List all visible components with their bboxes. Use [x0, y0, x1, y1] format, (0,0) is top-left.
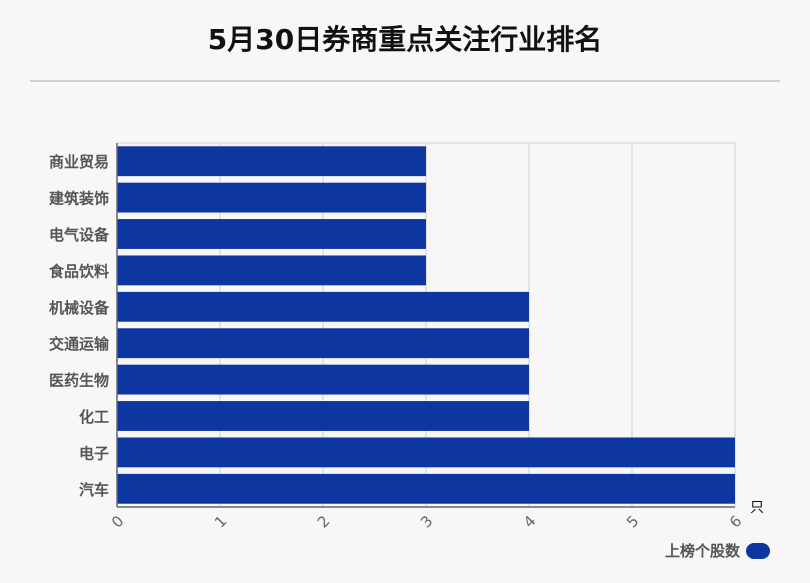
bar [117, 291, 529, 322]
category-label: 电气设备 [49, 226, 110, 244]
bar [117, 437, 735, 468]
x-tick-label: 5 [623, 512, 642, 531]
bar [117, 219, 426, 249]
category-label: 建筑装饰 [49, 190, 109, 208]
x-tick-label: 3 [417, 512, 436, 531]
bar [117, 473, 735, 504]
category-label: 汽车 [79, 481, 109, 499]
legend-label: 上榜个股数 [664, 542, 740, 560]
x-tick-label: 0 [108, 512, 127, 531]
x-tick-label: 4 [520, 512, 539, 531]
category-label: 电子 [79, 444, 109, 462]
bar [117, 146, 426, 177]
category-label: 医药生物 [49, 372, 109, 390]
title-divider [30, 80, 780, 82]
x-tick-label: 6 [726, 512, 745, 531]
category-label: 化工 [79, 408, 109, 426]
category-label: 商业贸易 [49, 153, 109, 171]
legend-swatch [746, 542, 770, 559]
category-label: 机械设备 [49, 299, 110, 317]
x-axis-unit: 只 [750, 500, 764, 516]
bar [117, 182, 426, 213]
x-tick-label: 2 [314, 512, 333, 531]
bar [117, 328, 529, 359]
bar [117, 401, 529, 431]
chart-title: 5月30日券商重点关注行业排名 [207, 23, 603, 56]
category-label: 食品饮料 [49, 262, 109, 280]
bar [117, 255, 426, 286]
legend[interactable]: 上榜个股数 [665, 540, 770, 561]
x-tick-label: 1 [211, 512, 230, 531]
bar [117, 364, 529, 395]
category-label: 交通运输 [49, 335, 110, 353]
